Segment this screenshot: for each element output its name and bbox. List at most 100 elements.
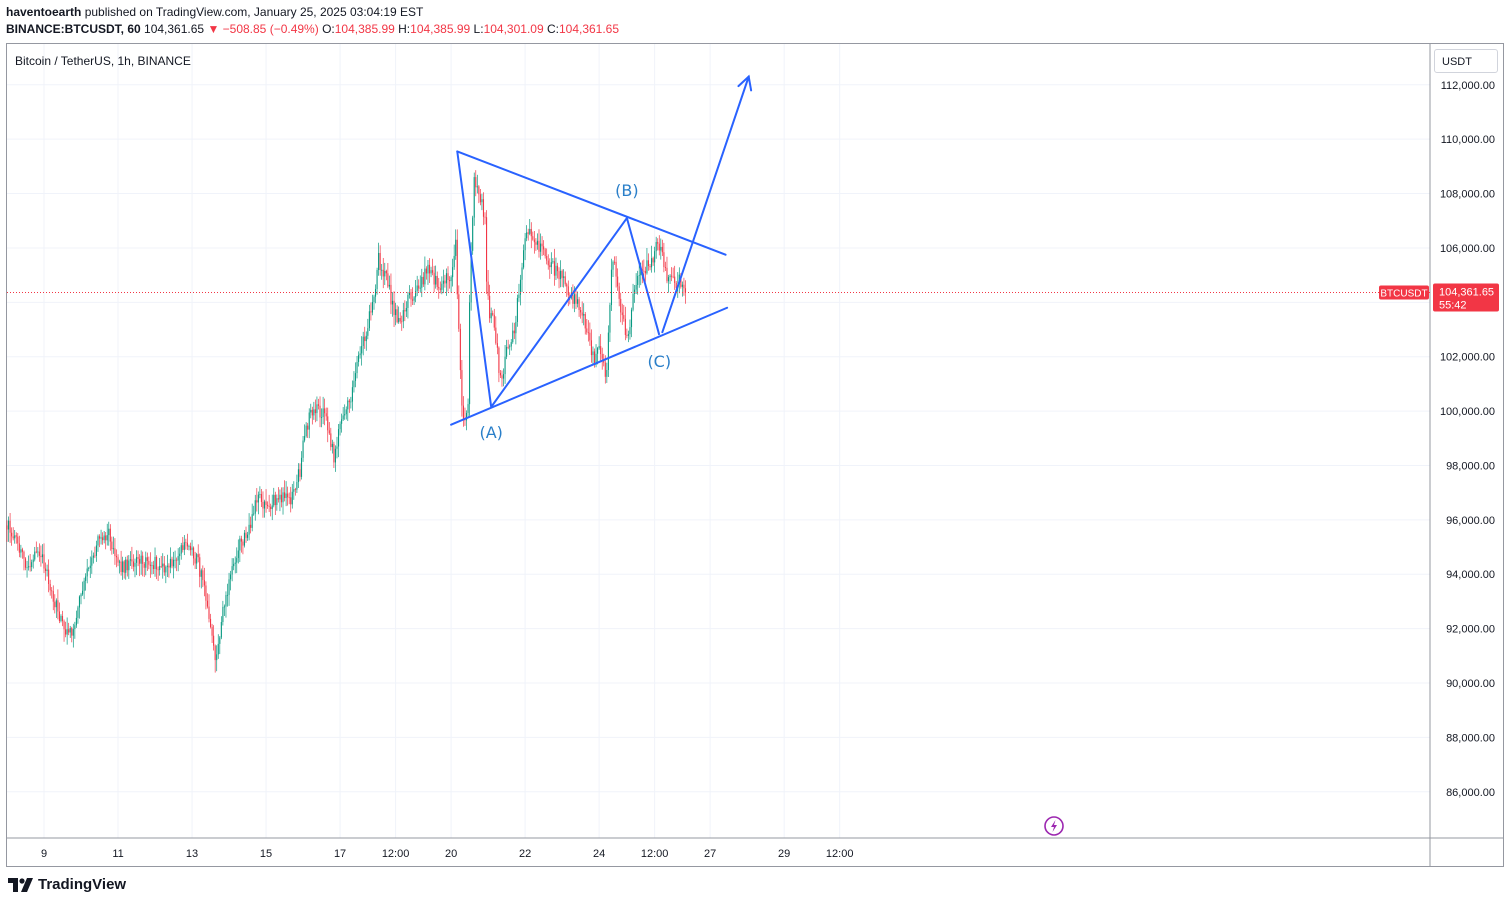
candle-body xyxy=(188,546,190,547)
candle-body xyxy=(358,355,360,362)
candle-body xyxy=(351,387,353,402)
y-tick-label: 100,000.00 xyxy=(1440,406,1495,418)
high-value: 104,385.99 xyxy=(410,22,471,36)
candle-body xyxy=(122,561,124,573)
candle-body xyxy=(661,246,663,253)
candle-body xyxy=(384,270,386,277)
candle-body xyxy=(57,600,59,612)
candle-body xyxy=(86,568,88,577)
candle-body xyxy=(115,555,118,558)
candle-body xyxy=(581,312,583,316)
candle-body xyxy=(502,374,505,379)
candle-body xyxy=(600,346,602,355)
candle-body xyxy=(435,275,437,285)
candle-body xyxy=(230,574,232,580)
candle-body xyxy=(189,546,192,551)
candle-body xyxy=(567,286,569,296)
candle-body xyxy=(254,500,256,514)
candle-body xyxy=(7,520,10,530)
candle-body xyxy=(361,345,363,354)
y-tick-label: 92,000.00 xyxy=(1446,624,1495,636)
y-tick-label: 88,000.00 xyxy=(1446,732,1495,744)
candle-body xyxy=(40,555,42,558)
candle-body xyxy=(206,600,209,607)
candle-body xyxy=(470,250,472,303)
candle-body xyxy=(487,281,489,296)
candle-body xyxy=(433,272,435,285)
candle-body xyxy=(94,555,96,557)
candle-body xyxy=(425,268,427,274)
candle-body xyxy=(92,555,94,558)
candle-body xyxy=(146,557,148,561)
candle-body xyxy=(322,408,324,417)
candle-body xyxy=(100,537,102,539)
candle-body xyxy=(647,260,650,267)
candle-body xyxy=(120,561,122,573)
candle-body xyxy=(370,311,372,313)
candle-body xyxy=(524,238,526,251)
candle-body xyxy=(328,430,330,434)
candle-body xyxy=(560,270,562,280)
candle-body xyxy=(479,194,481,203)
candle-body xyxy=(314,409,316,414)
candle-body xyxy=(222,606,224,623)
candle-body xyxy=(410,292,412,300)
candle-body xyxy=(12,536,14,539)
candle-body xyxy=(453,255,455,268)
author-name[interactable]: haventoearth xyxy=(6,5,82,19)
candle-body xyxy=(106,535,108,541)
candle-body xyxy=(55,600,57,608)
candle-body xyxy=(154,556,156,569)
candle-body xyxy=(556,265,559,272)
candle-body xyxy=(273,494,275,506)
candle-body xyxy=(321,416,323,418)
candle-body xyxy=(137,557,139,559)
candle-body xyxy=(498,347,500,373)
triangle-upper-trendline xyxy=(456,150,727,256)
last-price-value: 104,361.65 xyxy=(1439,286,1494,298)
x-tick-label: 27 xyxy=(704,848,716,860)
candle-body xyxy=(111,541,113,550)
candle-body xyxy=(481,199,483,203)
candle-body xyxy=(203,580,205,586)
candle-body xyxy=(21,549,23,552)
candle-body xyxy=(402,310,404,322)
candle-body xyxy=(607,332,609,370)
candle-body xyxy=(459,328,461,371)
candle-body xyxy=(331,443,333,448)
candle-body xyxy=(683,284,685,289)
candle-body xyxy=(663,252,665,268)
candle-body xyxy=(504,356,506,375)
candle-body xyxy=(655,241,657,252)
candle-body xyxy=(637,275,639,285)
candle-body xyxy=(447,273,449,281)
candle-body xyxy=(199,557,201,577)
candle-body xyxy=(671,275,673,277)
currency-button[interactable]: USDT xyxy=(1434,49,1498,73)
candle-body xyxy=(102,537,104,541)
candle-body xyxy=(194,558,196,564)
candle-body xyxy=(638,275,640,276)
change-value: ▼ −508.85 (−0.49%) xyxy=(207,22,319,36)
candle-body xyxy=(245,532,247,538)
candle-body xyxy=(564,276,566,285)
candle-body xyxy=(566,284,568,287)
candle-body xyxy=(193,547,195,559)
candle-body xyxy=(371,301,374,313)
candle-body xyxy=(68,629,70,633)
candle-body xyxy=(486,217,488,282)
candle-body xyxy=(609,305,611,333)
candle-body xyxy=(584,314,586,329)
tradingview-logo[interactable]: TradingView xyxy=(8,876,126,893)
candle-body xyxy=(408,292,411,295)
candle-body xyxy=(536,240,538,245)
candle-body xyxy=(71,628,73,636)
candle-body xyxy=(49,584,51,591)
candle-body xyxy=(91,557,93,566)
candle-body xyxy=(95,545,97,556)
candle-body xyxy=(458,294,460,329)
candle-body xyxy=(54,601,56,608)
candle-body xyxy=(472,217,474,251)
x-tick-label: 15 xyxy=(260,848,272,860)
